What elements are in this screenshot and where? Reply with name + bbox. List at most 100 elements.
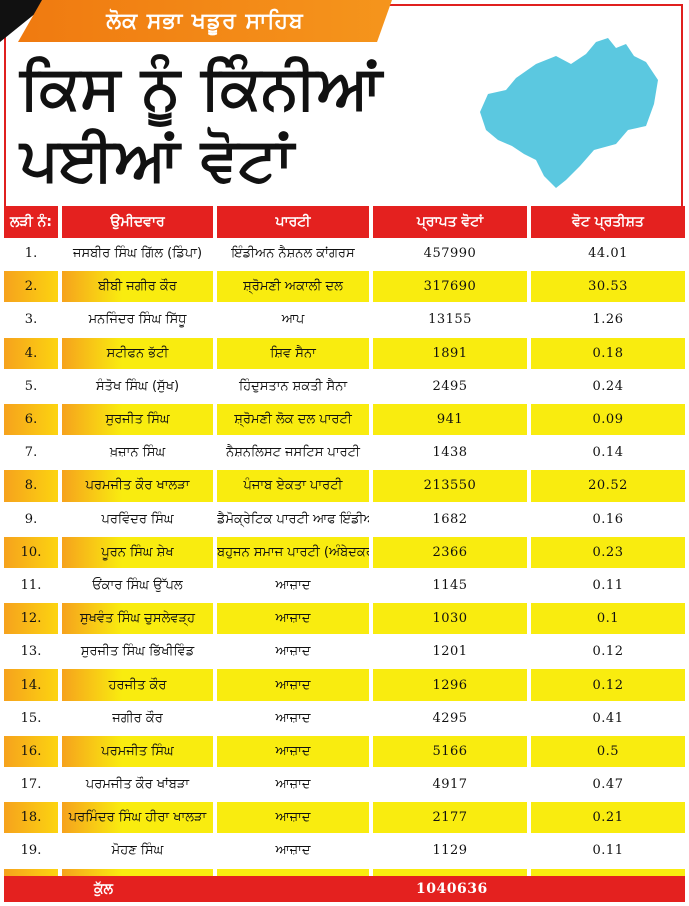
serial-cell: 9.: [4, 502, 62, 537]
total-row: ਕੁੱਲ 1040636: [4, 876, 685, 902]
total-votes: 1040636: [416, 881, 488, 897]
party-cell: ਆਜ਼ਾਦ: [215, 734, 373, 770]
candidate-cell: ਪਰਮਜੀਤ ਕੌਰ ਖਾਲੜਾ: [60, 469, 217, 504]
header-serial: ਲੜੀ ਨੰ:: [4, 206, 62, 238]
party-cell: ਇੰਡੀਅਨ ਨੈਸ਼ਨਲ ਕਾਂਗਰਸ: [215, 238, 373, 272]
serial-cell: 4.: [4, 336, 62, 371]
votes-cell: 1682: [371, 502, 531, 537]
party-cell: ਹਿੰਦੁਸਤਾਨ ਸ਼ਕਤੀ ਸੈਨਾ: [215, 369, 373, 404]
candidate-cell: ਜਸਬੀਰ ਸਿੰਘ ਗਿੱਲ (ਡਿੰਪਾ): [60, 238, 217, 272]
percentage-cell: 30.53: [529, 270, 685, 305]
candidate-cell: ਮਨਜਿੰਦਰ ਸਿੰਘ ਸਿੱਧੂ: [60, 303, 217, 338]
votes-cell: 4295: [371, 701, 531, 736]
percentage-cell: 0.5: [529, 734, 685, 770]
total-label: ਕੁੱਲ: [94, 881, 114, 897]
percentage-cell: 0.14: [529, 436, 685, 471]
serial-cell: 8.: [4, 469, 62, 504]
serial-cell: 11.: [4, 568, 62, 604]
header-candidate: ਉਮੀਦਵਾਰ: [60, 206, 217, 238]
serial-cell: 7.: [4, 436, 62, 471]
percentage-cell: 1.26: [529, 303, 685, 338]
votes-cell: 1145: [371, 568, 531, 604]
table-row: 17. ਪਰਮਜੀਤ ਕੌਰ ਖਾਂਬੜਾ ਆਜ਼ਾਦ 4917 0.47: [4, 768, 685, 803]
table-row: 13. ਸੁਰਜੀਤ ਸਿੰਘ ਭਿੱਖੀਵਿੰਡ ਆਜ਼ਾਦ 1201 0.12: [4, 635, 685, 670]
table-row: 7. ਖ਼ਜ਼ਾਨ ਸਿੰਘ ਨੈਸ਼ਨਲਿਸਟ ਜਸਟਿਸ ਪਾਰਟੀ 1438 0.…: [4, 436, 685, 471]
party-cell: ਆਪ: [215, 303, 373, 338]
percentage-cell: 0.16: [529, 502, 685, 537]
candidate-cell: ਮੋਹਣ ਸਿੰਘ: [60, 834, 217, 869]
percentage-cell: 0.18: [529, 336, 685, 371]
table-row: 5. ਸੰਤੋਖ ਸਿੰਘ (ਸੁੱਖ) ਹਿੰਦੁਸਤਾਨ ਸ਼ਕਤੀ ਸੈਨਾ 2…: [4, 369, 685, 404]
party-cell: ਆਜ਼ਾਦ: [215, 635, 373, 670]
percentage-cell: 0.11: [529, 834, 685, 869]
party-cell: ਆਜ਼ਾਦ: [215, 668, 373, 703]
table-row: 16. ਪਰਮਜੀਤ ਸਿੰਘ ਆਜ਼ਾਦ 5166 0.5: [4, 734, 685, 770]
votes-cell: 1438: [371, 436, 531, 471]
candidate-cell: ਓਂਕਾਰ ਸਿੰਘ ਉੱਪਲ: [60, 568, 217, 604]
headline-line-1: ਕਿਸ ਨੂੰ ਕਿੰਨੀਆਂ: [20, 53, 383, 123]
table-row: 9.ਪਰਵਿੰਦਰ ਸਿੰਘਡੈਮੋਕ੍ਰੇਟਿਕ ਪਾਰਟੀ ਆਫ ਇੰਡੀਆ…: [4, 502, 685, 537]
serial-cell: 19.: [4, 834, 62, 869]
constituency-map-icon: [480, 38, 658, 188]
candidate-cell: ਪਰਮਿੰਦਰ ਸਿੰਘ ਹੀਰਾ ਖਾਲੜਾ: [60, 801, 217, 836]
percentage-cell: 0.12: [529, 635, 685, 670]
results-table: ਲੜੀ ਨੰ: ਉਮੀਦਵਾਰ ਪਾਰਟੀ ਪ੍ਰਾਪਤ ਵੋਟਾਂ ਵੋਟ ਪ…: [4, 206, 685, 902]
serial-cell: 13.: [4, 635, 62, 670]
votes-cell: 5166: [371, 734, 531, 770]
table-row: 11. ਓਂਕਾਰ ਸਿੰਘ ਉੱਪਲ ਆਜ਼ਾਦ 1145 0.11: [4, 568, 685, 604]
party-cell: ਆਜ਼ਾਦ: [215, 834, 373, 869]
party-cell: ਡੈਮੋਕ੍ਰੇਟਿਕ ਪਾਰਟੀ ਆਫ ਇੰਡੀਆ (ਅੰਬੇਦਕਰ): [215, 502, 373, 537]
table-row: 6. ਸੁਰਜੀਤ ਸਿੰਘ ਸ਼੍ਰੋਮਣੀ ਲੋਕ ਦਲ ਪਾਰਟੀ 941 0.0…: [4, 402, 685, 438]
serial-cell: 5.: [4, 369, 62, 404]
votes-cell: 457990: [371, 238, 531, 272]
party-cell: ਸ਼ਿਵ ਸੈਨਾ: [215, 336, 373, 371]
candidate-cell: ਸਟੀਫਨ ਭੱਟੀ: [60, 336, 217, 371]
votes-cell: 941: [371, 402, 531, 438]
headline: ਕਿਸ ਨੂੰ ਕਿੰਨੀਆਂ ਪਈਆਂ ਵੋਟਾਂ: [20, 52, 480, 196]
votes-cell: 317690: [371, 270, 531, 305]
table-row: 4. ਸਟੀਫਨ ਭੱਟੀ ਸ਼ਿਵ ਸੈਨਾ 1891 0.18: [4, 336, 685, 371]
serial-cell: 2.: [4, 270, 62, 305]
candidate-cell: ਜਗੀਰ ਕੌਰ: [60, 701, 217, 736]
header-party: ਪਾਰਟੀ: [215, 206, 373, 238]
party-cell: ਸ਼੍ਰੋਮਣੀ ਲੋਕ ਦਲ ਪਾਰਟੀ: [215, 402, 373, 438]
party-cell: ਆਜ਼ਾਦ: [215, 768, 373, 803]
party-cell: ਆਜ਼ਾਦ: [215, 568, 373, 604]
votes-cell: 13155: [371, 303, 531, 338]
percentage-cell: 0.24: [529, 369, 685, 404]
serial-cell: 1.: [4, 238, 62, 272]
serial-cell: 14.: [4, 668, 62, 703]
table-row: 12. ਸੁਖਵੰਤ ਸਿੰਘ ਚੁਸਲੇਵੜ੍ਹ ਆਜ਼ਾਦ 1030 0.1: [4, 602, 685, 637]
percentage-cell: 0.11: [529, 568, 685, 604]
serial-cell: 17.: [4, 768, 62, 803]
votes-cell: 2495: [371, 369, 531, 404]
serial-cell: 12.: [4, 602, 62, 637]
candidate-cell: ਪਰਮਜੀਤ ਸਿੰਘ: [60, 734, 217, 770]
percentage-cell: 0.21: [529, 801, 685, 836]
candidate-cell: ਸੁਖਵੰਤ ਸਿੰਘ ਚੁਸਲੇਵੜ੍ਹ: [60, 602, 217, 637]
votes-cell: 1201: [371, 635, 531, 670]
votes-cell: 1296: [371, 668, 531, 703]
percentage-cell: 20.52: [529, 469, 685, 504]
serial-cell: 3.: [4, 303, 62, 338]
percentage-cell: 0.09: [529, 402, 685, 438]
banner-title: ਲੋਕ ਸਭਾ ਖਡੂਰ ਸਾਹਿਬ: [18, 0, 392, 42]
candidate-cell: ਸੁਰਜੀਤ ਸਿੰਘ: [60, 402, 217, 438]
table-row: 8. ਪਰਮਜੀਤ ਕੌਰ ਖਾਲੜਾ ਪੰਜਾਬ ਏਕਤਾ ਪਾਰਟੀ 213550…: [4, 469, 685, 504]
table-header-row: ਲੜੀ ਨੰ: ਉਮੀਦਵਾਰ ਪਾਰਟੀ ਪ੍ਰਾਪਤ ਵੋਟਾਂ ਵੋਟ ਪ…: [4, 206, 685, 238]
percentage-cell: 0.47: [529, 768, 685, 803]
votes-cell: 2177: [371, 801, 531, 836]
candidate-cell: ਪੂਰਨ ਸਿੰਘ ਸ਼ੇਖ: [60, 535, 217, 570]
table-row: 18. ਪਰਮਿੰਦਰ ਸਿੰਘ ਹੀਰਾ ਖਾਲੜਾ ਆਜ਼ਾਦ 2177 0.21: [4, 801, 685, 836]
candidate-cell: ਪਰਮਜੀਤ ਕੌਰ ਖਾਂਬੜਾ: [60, 768, 217, 803]
table-row: 1. ਜਸਬੀਰ ਸਿੰਘ ਗਿੱਲ (ਡਿੰਪਾ) ਇੰਡੀਅਨ ਨੈਸ਼ਨਲ ਕ…: [4, 238, 685, 272]
percentage-cell: 0.12: [529, 668, 685, 703]
percentage-cell: 44.01: [529, 238, 685, 272]
serial-cell: 18.: [4, 801, 62, 836]
party-cell: ਆਜ਼ਾਦ: [215, 801, 373, 836]
candidate-cell: ਖ਼ਜ਼ਾਨ ਸਿੰਘ: [60, 436, 217, 471]
percentage-cell: 0.1: [529, 602, 685, 637]
header-percentage: ਵੋਟ ਪ੍ਰਤੀਸ਼ਤ: [529, 206, 685, 238]
table-row: 2. ਬੀਬੀ ਜਗੀਰ ਕੌਰ ਸ਼੍ਰੋਮਣੀ ਅਕਾਲੀ ਦਲ 317690 30…: [4, 270, 685, 305]
candidate-cell: ਹਰਜੀਤ ਕੌਰ: [60, 668, 217, 703]
